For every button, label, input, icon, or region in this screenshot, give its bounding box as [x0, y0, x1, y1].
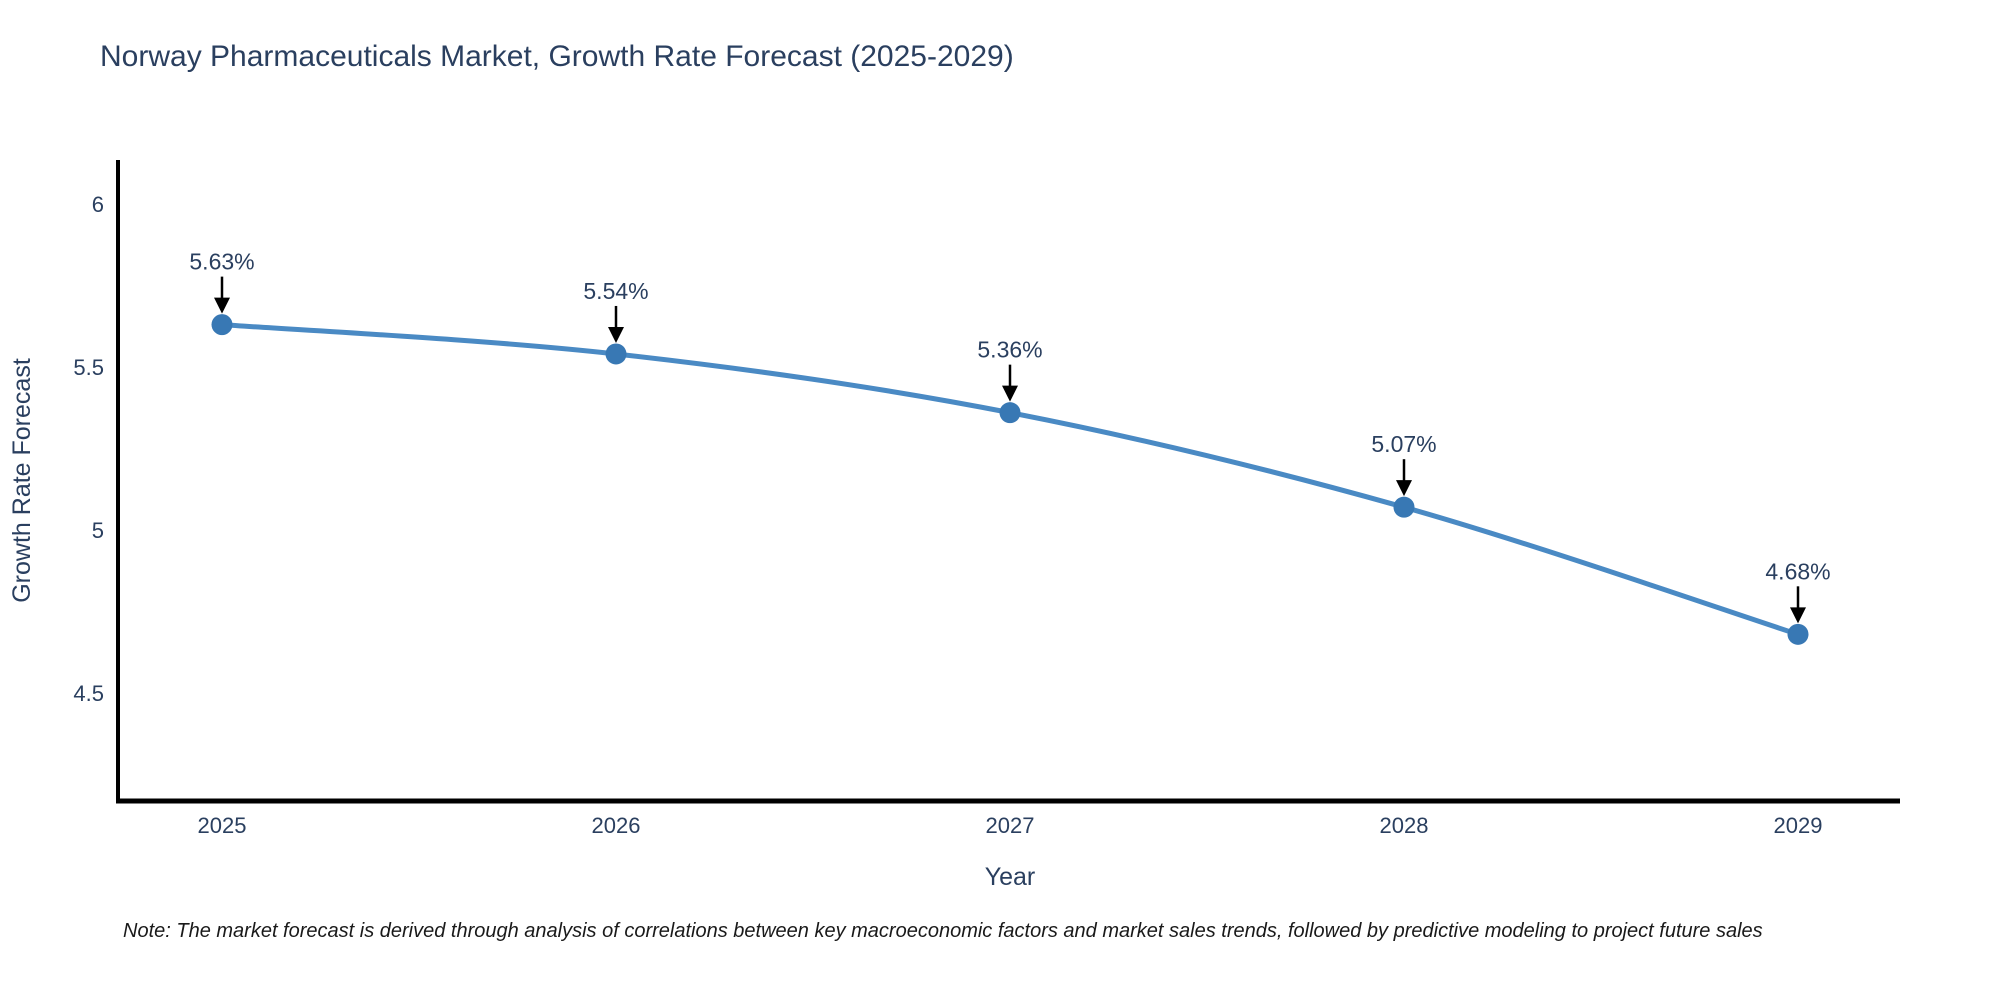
y-tick-label: 6	[92, 192, 104, 217]
data-point-marker	[1787, 623, 1809, 645]
x-tick-label: 2027	[986, 813, 1035, 838]
data-point-label: 4.68%	[1765, 558, 1830, 584]
footnote: Note: The market forecast is derived thr…	[123, 920, 1763, 942]
data-point-marker	[211, 314, 233, 336]
annotation-arrow-head	[1002, 385, 1018, 402]
annotation-arrow-head	[1396, 480, 1412, 497]
data-point-marker	[1393, 496, 1415, 518]
data-point-label: 5.63%	[189, 249, 254, 275]
y-tick-label: 5.5	[73, 355, 104, 380]
y-tick-label: 4.5	[73, 681, 104, 706]
data-point-label: 5.07%	[1371, 431, 1436, 457]
y-tick-label: 5	[92, 518, 104, 543]
data-point-marker	[605, 343, 627, 365]
annotation-arrow-head	[214, 297, 230, 314]
data-point-marker	[999, 402, 1021, 424]
x-tick-label: 2025	[198, 813, 247, 838]
annotation-arrow-head	[1790, 607, 1806, 624]
y-axis-title: Growth Rate Forecast	[8, 358, 36, 603]
chart-title: Norway Pharmaceuticals Market, Growth Ra…	[100, 40, 1014, 73]
data-point-label: 5.36%	[977, 337, 1042, 363]
x-axis-title: Year	[985, 863, 1036, 891]
x-tick-label: 2026	[592, 813, 641, 838]
x-tick-label: 2028	[1380, 813, 1429, 838]
data-point-label: 5.54%	[583, 278, 648, 304]
annotation-arrow-head	[608, 326, 624, 343]
x-tick-label: 2029	[1774, 813, 1823, 838]
